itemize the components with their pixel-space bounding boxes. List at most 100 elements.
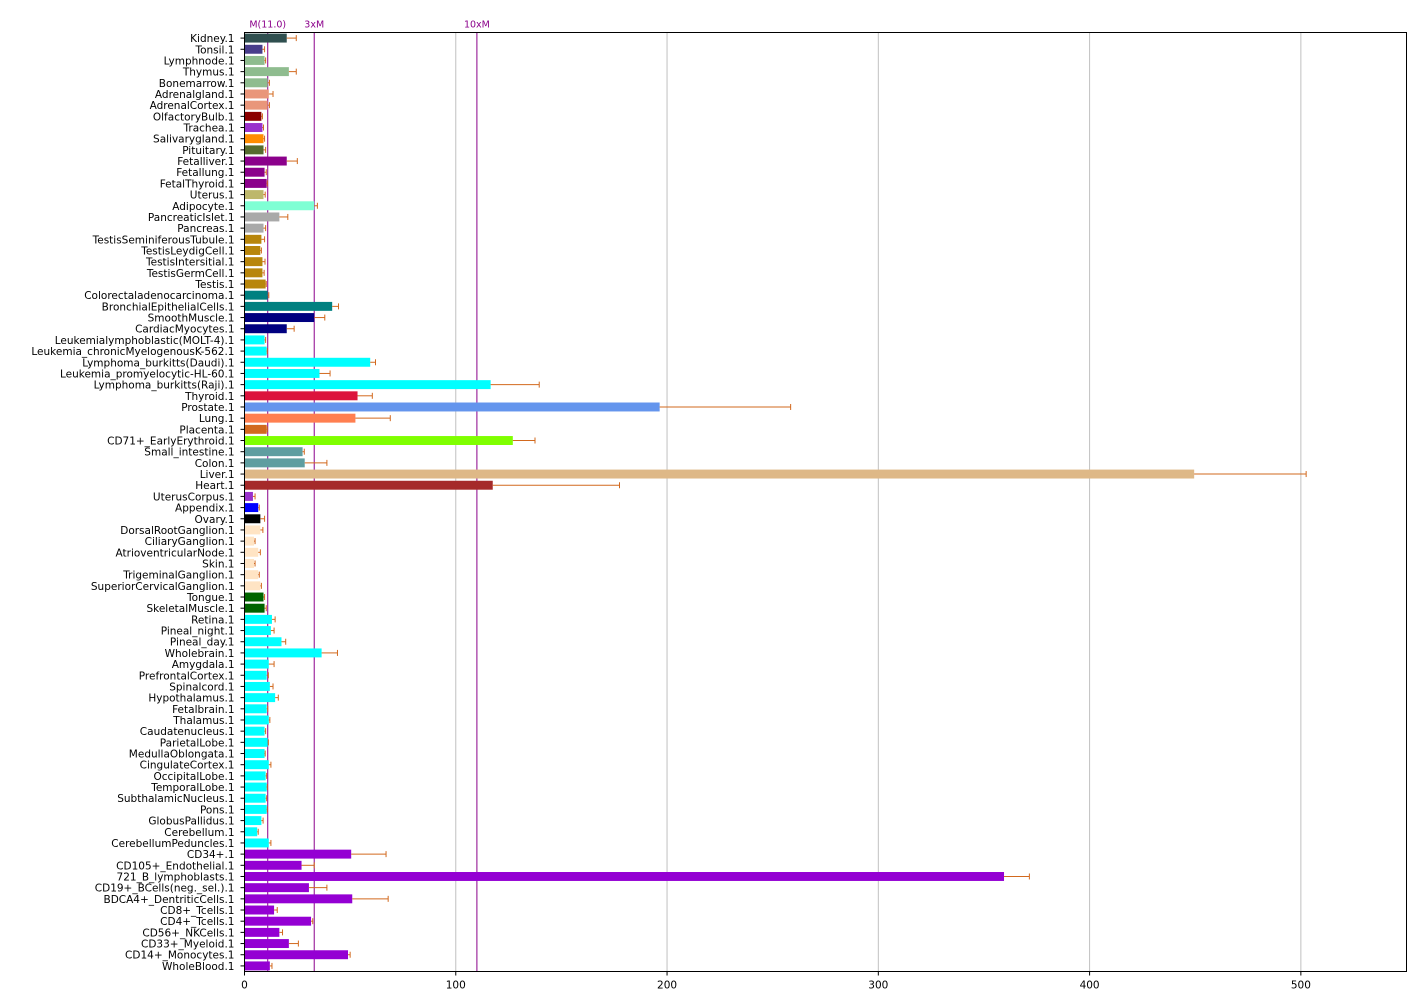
category-label: Colorectaladenocarcinoma.1 [84,290,234,302]
bar [244,246,261,255]
category-label: Adrenalgland.1 [155,89,235,101]
bar [244,816,262,826]
bar [244,391,358,401]
reference-line-label: 10xM [464,20,490,31]
category-label: Leukemia_promyelocytic-HL-60.1 [60,368,235,380]
category-label: CardiacMyocytes.1 [135,324,234,336]
category-label: Lung.1 [199,413,235,425]
category-label: SmoothMuscle.1 [148,313,235,325]
bar [244,804,267,814]
category-label: Thymus.1 [182,67,235,79]
bar [244,704,267,714]
bar [244,559,255,568]
reference-lines: M(11.0) 3xM 10xM [249,20,490,972]
category-label: CD71+_EarlyErythroid.1 [107,436,234,448]
category-label: SuperiorCervicalGanglion.1 [91,581,235,593]
category-label: TrigeminalGanglion.1 [122,570,234,582]
category-label: Bonemarrow.1 [159,78,235,90]
category-label: Testis.1 [194,279,234,291]
category-label: DorsalRootGanglion.1 [120,525,234,537]
bar [244,335,265,345]
category-label: UterusCorpus.1 [153,491,235,503]
bar [244,916,312,926]
bar [244,447,303,457]
bar [244,514,261,524]
category-label: Pons.1 [200,804,235,816]
y-axis-category-labels: Kidney.1Tonsil.1Lymphnode.1Thymus.1Bonem… [31,33,245,973]
bar [244,681,270,691]
category-label: Colon.1 [195,458,235,470]
bar [244,290,268,300]
bar [244,480,493,490]
bar [244,726,265,736]
bar [244,301,333,311]
category-label: 721_B_lymphoblasts.1 [117,871,235,883]
bar [244,648,322,658]
bar [244,44,263,54]
category-label: Pineal_day.1 [170,637,235,649]
category-label: PrefrontalCortex.1 [139,670,235,682]
category-label: Heart.1 [195,480,234,492]
category-label: Lymphoma_burkitts(Raji).1 [94,380,235,392]
category-label: Tongue.1 [186,592,235,604]
bar [244,737,268,747]
bar [244,525,261,535]
bar [244,827,258,837]
category-label: Fetalbrain.1 [172,704,234,716]
category-label: Leukemia_chronicMyelogenousK-562.1 [31,346,234,358]
category-label: Tonsil.1 [194,44,234,56]
category-label: TestisIntersitial.1 [145,257,235,269]
reference-line-label: M(11.0) [249,20,286,31]
category-label: CiliaryGanglion.1 [145,536,235,548]
bar [244,570,259,580]
bar [244,458,305,468]
category-label: CD8+_Tcells.1 [160,905,234,917]
bar [244,503,259,513]
category-label: CD34+.1 [187,849,235,861]
bar [244,279,266,289]
bar [244,33,287,43]
bar [244,357,371,367]
bar [244,894,353,904]
category-label: CD33+_Myeloid.1 [141,939,235,951]
category-label: Thalamus.1 [172,715,234,727]
category-label: Amygdala.1 [172,659,235,671]
bar [244,939,289,949]
x-tick-label: 400 [1080,980,1100,992]
bar [244,872,1005,881]
category-label: Uterus.1 [190,190,235,202]
bar [244,603,265,613]
category-label: CD19+_BCells(neg._sel.).1 [95,883,235,895]
category-label: Appendix.1 [175,503,234,515]
x-tick-label: 0 [241,980,248,992]
bar [244,111,262,121]
category-label: TestisGermCell.1 [146,268,235,280]
bar [244,491,253,501]
category-label: CD4+_Tcells.1 [160,916,234,928]
category-label: CD56+_NKCells.1 [142,927,234,939]
bar [244,469,1195,479]
bar [244,536,255,546]
bar [244,424,267,434]
category-label: Wholebrain.1 [165,648,235,660]
category-label: Thyroid.1 [184,391,234,403]
bar [244,55,265,65]
bar [244,782,267,792]
bar [244,659,269,669]
bar [244,592,264,602]
category-label: Pancreas.1 [177,223,234,235]
category-label: AtrioventricularNode.1 [116,547,235,559]
bar [244,201,315,211]
category-label: Skin.1 [202,558,234,570]
bar [244,67,289,77]
plot-frame [244,32,1407,972]
bar [244,268,263,278]
grid-lines [455,32,1302,972]
bar [244,838,269,848]
category-label: Fetallung.1 [176,167,234,179]
category-label: FetalThyroid.1 [160,178,235,190]
category-label: TestisSeminiferousTubule.1 [92,234,235,246]
category-label: MedullaOblongata.1 [129,749,235,761]
category-label: Lymphnode.1 [164,55,235,67]
bar [244,626,271,636]
